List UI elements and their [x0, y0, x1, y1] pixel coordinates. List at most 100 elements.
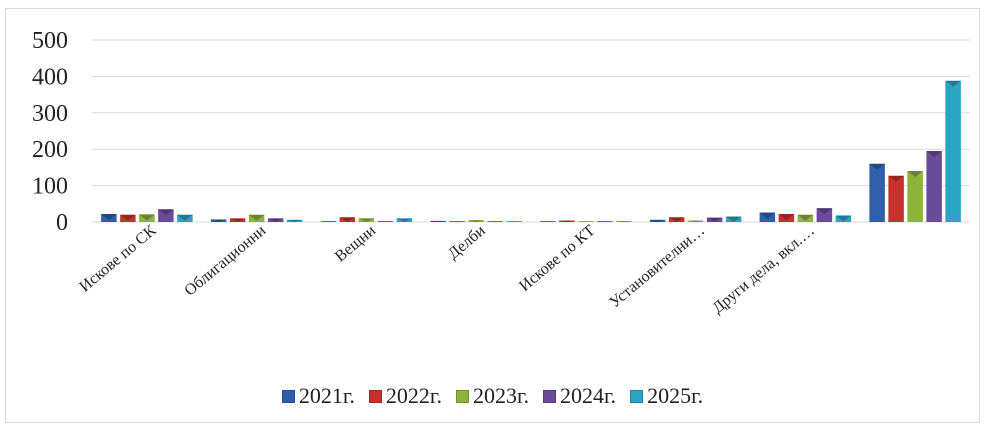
bar-cap-1-3	[449, 221, 465, 222]
bar-cap-2-6	[797, 214, 814, 221]
bar-1-4	[559, 220, 575, 222]
bar-cap-0-3	[430, 220, 446, 222]
bar-cap-4-3	[506, 221, 522, 222]
bar-0-2	[320, 221, 337, 222]
legend-label-4: 2025г.	[647, 383, 704, 408]
bar-cap-3-1	[267, 218, 284, 222]
bar-cap-0-7	[869, 163, 885, 170]
bar-3-5	[706, 217, 723, 222]
legend-swatch-2	[455, 389, 469, 403]
bar-2-2	[358, 218, 375, 222]
bar-4-0	[177, 214, 193, 222]
bar-cap-4-4	[616, 221, 632, 222]
x-tick-label-0: Искове по СК	[76, 222, 159, 296]
bar-cap-0-0	[101, 213, 117, 220]
bar-cap-0-1	[210, 219, 227, 222]
legend-swatch-3	[543, 389, 557, 403]
bar-4-5	[725, 216, 742, 222]
x-tick-label-4: Искове по КТ	[516, 222, 598, 295]
bar-cap-1-6	[778, 213, 795, 220]
bar-2-6	[797, 214, 814, 222]
bar-cap-2-7	[907, 171, 923, 178]
legend-item-0: 2021г.	[281, 383, 355, 409]
bar-2-0	[139, 214, 155, 222]
bar-4-3	[506, 221, 522, 222]
bar-cap-1-4	[559, 220, 575, 222]
bar-cap-0-2	[320, 221, 337, 222]
bar-cap-2-0	[139, 214, 155, 221]
bar-cap-0-4	[540, 221, 556, 222]
bar-cap-2-4	[578, 221, 594, 222]
bar-0-6	[759, 212, 776, 222]
x-tick-label-6: Други дела, вкл.…	[709, 222, 818, 317]
bar-2-4	[578, 221, 594, 222]
bar-cap-3-5	[706, 217, 723, 222]
bar-0-7	[869, 163, 885, 222]
y-tick-label-0: 0	[56, 210, 68, 236]
bar-1-6	[778, 213, 795, 222]
bar-cap-3-3	[487, 221, 503, 222]
bar-cap-3-6	[816, 208, 833, 215]
bar-cap-4-0	[177, 214, 193, 221]
bar-1-7	[888, 175, 904, 222]
bar-3-1	[267, 218, 284, 222]
bar-cap-0-6	[759, 212, 776, 219]
bar-4-1	[286, 219, 303, 222]
bar-1-3	[449, 221, 465, 222]
bar-0-5	[649, 219, 666, 222]
bar-0-3	[430, 220, 446, 222]
legend-label-0: 2021г.	[298, 383, 355, 408]
bar-cap-3-2	[377, 221, 394, 222]
y-tick-label-4: 400	[32, 64, 68, 90]
x-tick-label-3: Делби	[445, 222, 489, 263]
bar-3-3	[487, 221, 503, 222]
legend-swatch-0	[281, 389, 295, 403]
bar-2-7	[907, 171, 923, 222]
bar-1-2	[339, 217, 356, 222]
bar-cap-2-3	[468, 220, 484, 222]
bar-4-4	[616, 221, 632, 222]
bar-3-2	[377, 221, 394, 222]
bar-cap-1-2	[339, 217, 356, 222]
bar-cap-2-5	[687, 220, 704, 222]
bar-cap-4-7	[945, 80, 961, 87]
bar-cap-0-5	[649, 219, 666, 222]
y-tick-label-5: 500	[32, 28, 68, 54]
bar-3-6	[816, 208, 833, 222]
bar-1-5	[668, 217, 685, 222]
legend-label-2: 2023г.	[472, 383, 530, 408]
bar-cap-3-7	[926, 151, 942, 158]
bar-cap-4-2	[396, 218, 413, 222]
legend-swatch-1	[368, 389, 382, 403]
bar-cap-4-6	[835, 215, 852, 222]
bar-2-3	[468, 220, 484, 222]
bar-cap-3-4	[597, 221, 613, 222]
bar-4-6	[835, 215, 852, 222]
legend-item-3: 2024г.	[543, 383, 616, 409]
legend-item-1: 2022г.	[368, 383, 442, 409]
x-tick-label-2: Вещни	[332, 222, 379, 266]
legend-item-4: 2025г.	[630, 383, 703, 409]
bar-3-0	[158, 209, 174, 222]
bar-1-0	[120, 214, 136, 222]
y-tick-label-3: 300	[32, 101, 68, 127]
bar-cap-4-5	[725, 216, 742, 222]
x-tick-label-5: Установителни…	[606, 222, 708, 311]
y-tick-label-2: 200	[32, 137, 68, 163]
bar-4-7	[945, 80, 961, 222]
bar-2-1	[248, 214, 265, 222]
bar-cap-2-2	[358, 218, 375, 222]
bar-1-1	[229, 218, 246, 222]
bar-2-5	[687, 220, 704, 222]
legend-swatch-4	[630, 389, 644, 403]
bar-cap-4-1	[286, 219, 303, 222]
bar-cap-2-1	[248, 214, 265, 221]
x-tick-label-1: Облигационни	[181, 222, 269, 300]
bar-3-7	[926, 151, 942, 222]
bar-cap-1-0	[120, 214, 136, 221]
bar-0-4	[540, 221, 556, 222]
bar-0-0	[101, 213, 117, 222]
legend: 2021г. 2022г. 2023г. 2024г. 2025г.	[0, 383, 985, 409]
bar-4-2	[396, 218, 413, 222]
bar-3-4	[597, 221, 613, 222]
